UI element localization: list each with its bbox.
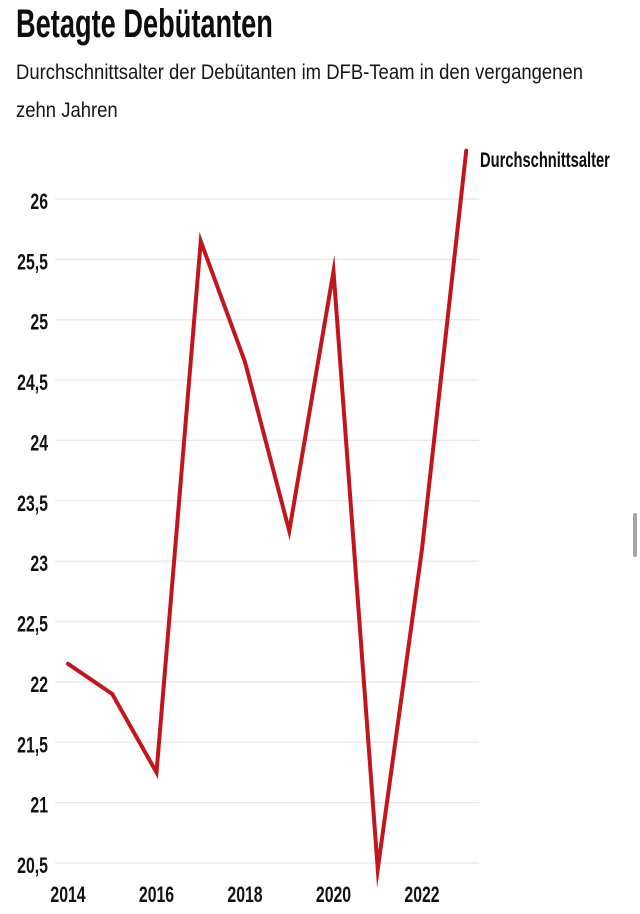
x-tick-label: 2014 xyxy=(50,884,86,908)
y-tick-label: 24,5 xyxy=(17,372,48,396)
y-tick-label: 22 xyxy=(30,674,48,698)
x-tick-label: 2022 xyxy=(404,884,439,908)
y-tick-label: 25 xyxy=(30,311,48,335)
series-legend-label: Durchschnittsalter xyxy=(480,149,610,172)
y-tick-label: 25,5 xyxy=(17,251,48,275)
y-tick-label: 23 xyxy=(30,553,48,577)
x-tick-label: 2016 xyxy=(139,884,174,908)
chart-subtitle-line-2: zehn Jahren xyxy=(16,99,118,122)
y-tick-label: 22,5 xyxy=(17,613,48,637)
chart-subtitle-line-1: Durchschnittsalter der Debütanten im DFB… xyxy=(16,61,584,84)
y-tick-label: 24 xyxy=(30,432,48,456)
x-tick-label: 2020 xyxy=(316,884,351,908)
chart-title: Betagte Debütanten xyxy=(16,2,273,46)
y-tick-label: 20,5 xyxy=(17,855,48,879)
scrollbar-thumb[interactable] xyxy=(633,513,637,557)
y-tick-label: 21,5 xyxy=(17,734,48,758)
y-tick-label: 23,5 xyxy=(17,492,48,516)
y-tick-label: 26 xyxy=(30,191,48,215)
chart-subtitle: Durchschnittsalter der Debütanten im DFB… xyxy=(16,54,640,130)
line-series-durchschnittsalter xyxy=(66,148,469,888)
y-tick-label: 21 xyxy=(30,794,48,818)
x-tick-label: 2018 xyxy=(227,884,263,908)
